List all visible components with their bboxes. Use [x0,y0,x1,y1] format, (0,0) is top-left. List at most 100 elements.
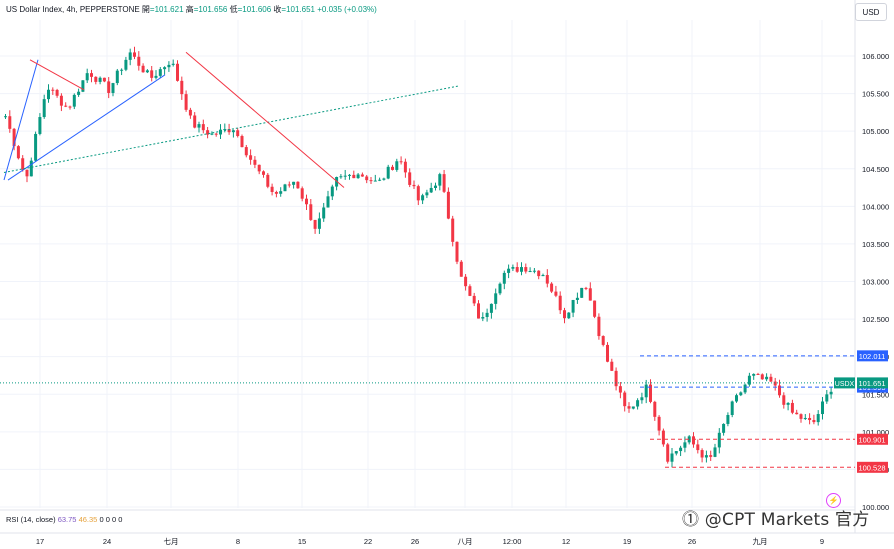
x-tick-label: 8 [236,537,240,546]
candle-body [382,178,386,180]
candle-body [829,391,833,395]
candle-body [395,161,399,170]
candle-body [292,181,296,185]
candle-body [459,261,463,277]
candle-body [81,80,85,92]
candle-body [154,75,158,78]
x-tick-label: 12 [562,537,570,546]
candle-body [77,91,81,95]
candle-body [34,133,38,161]
candle-body [158,69,162,76]
trendline-blue-1 [3,59,39,181]
candle-body [601,336,605,345]
price-tag-bg [857,461,888,473]
candle-body [653,401,657,417]
candle-body [4,116,7,118]
candle-body [760,374,764,380]
candle-body [128,52,132,60]
candle-body [670,453,674,462]
candle-body [494,293,498,304]
candle-body [455,241,459,262]
candle-body [360,174,364,177]
candle-body [188,109,192,116]
candle-body [618,386,622,393]
candle-body [752,373,756,376]
candle-body [201,124,205,131]
x-tick-label: 22 [364,537,372,546]
y-tick-label: 102.500 [862,315,889,324]
price-tag-label: 100.901 [858,435,885,444]
rsi-ma-value: 46.35 [78,515,98,524]
candle-body [378,179,382,181]
y-tick-label: 104.500 [862,165,889,174]
candle-body [167,64,171,68]
candle-body [206,130,210,135]
candle-body [184,94,188,110]
x-tick-label: 八月 [458,537,473,546]
candle-body [550,283,554,292]
candle-body [425,192,429,196]
candle-body [520,267,523,272]
candle-body [537,270,541,277]
candle-body [403,161,407,173]
candle-body [545,275,549,284]
trendline-red-1 [29,59,85,91]
candle-body [240,136,244,148]
candle-body [515,267,519,272]
candle-body [391,166,394,170]
x-tick-label: 26 [411,537,419,546]
currency-button[interactable]: USD [855,3,887,21]
candle-body [68,106,72,108]
candle-body [528,271,532,273]
candle-body [296,181,300,189]
candle-body [72,94,76,107]
candle-body [29,160,33,177]
candle-body [532,270,536,272]
candle-body [524,267,528,272]
candle-body [98,77,102,82]
candle-body [16,146,20,159]
candle-body [472,295,476,304]
x-tick-label: 七月 [164,537,179,546]
candle-body [163,67,167,70]
candle-body [356,174,360,179]
x-tick-label: 26 [688,537,696,546]
candle-body [477,303,480,319]
candle-body [305,198,308,205]
price-tag-label: 102.011 [859,352,886,361]
open-value: =101.621 [149,5,184,14]
candle-body [541,275,545,277]
candle-body [726,414,730,424]
candle-body [25,169,29,177]
lightning-icon[interactable]: ⚡ [826,493,841,508]
close-value: =101.651 [281,5,315,14]
candle-body [38,117,42,134]
candle-body [270,186,274,192]
candle-body [588,288,592,301]
candle-body [821,401,824,415]
last-price-tag-bg [857,377,888,389]
symbol-tag-label: USDX [835,381,855,388]
rsi-indicator-label[interactable]: RSI (14, close) 63.75 46.35 0 0 0 0 [6,515,122,524]
candle-body [700,450,704,458]
y-tick-label: 101.000 [862,428,889,437]
candle-body [687,436,691,443]
candle-body [408,172,412,185]
candle-body [386,166,390,179]
candle-body [55,89,59,96]
candle-body [210,133,214,135]
candle-body [150,70,154,78]
candle-body [12,128,16,147]
y-tick-label: 105.500 [862,90,889,99]
candle-body [778,385,781,396]
candle-body [597,316,601,337]
candle-body [610,361,614,371]
candle-body [649,384,652,402]
candle-body [657,416,661,431]
candle-body [489,303,493,313]
rsi-value: 63.75 [57,515,77,524]
candle-body [481,317,485,319]
y-tick-label: 106.000 [862,52,889,61]
candle-body [717,432,721,448]
